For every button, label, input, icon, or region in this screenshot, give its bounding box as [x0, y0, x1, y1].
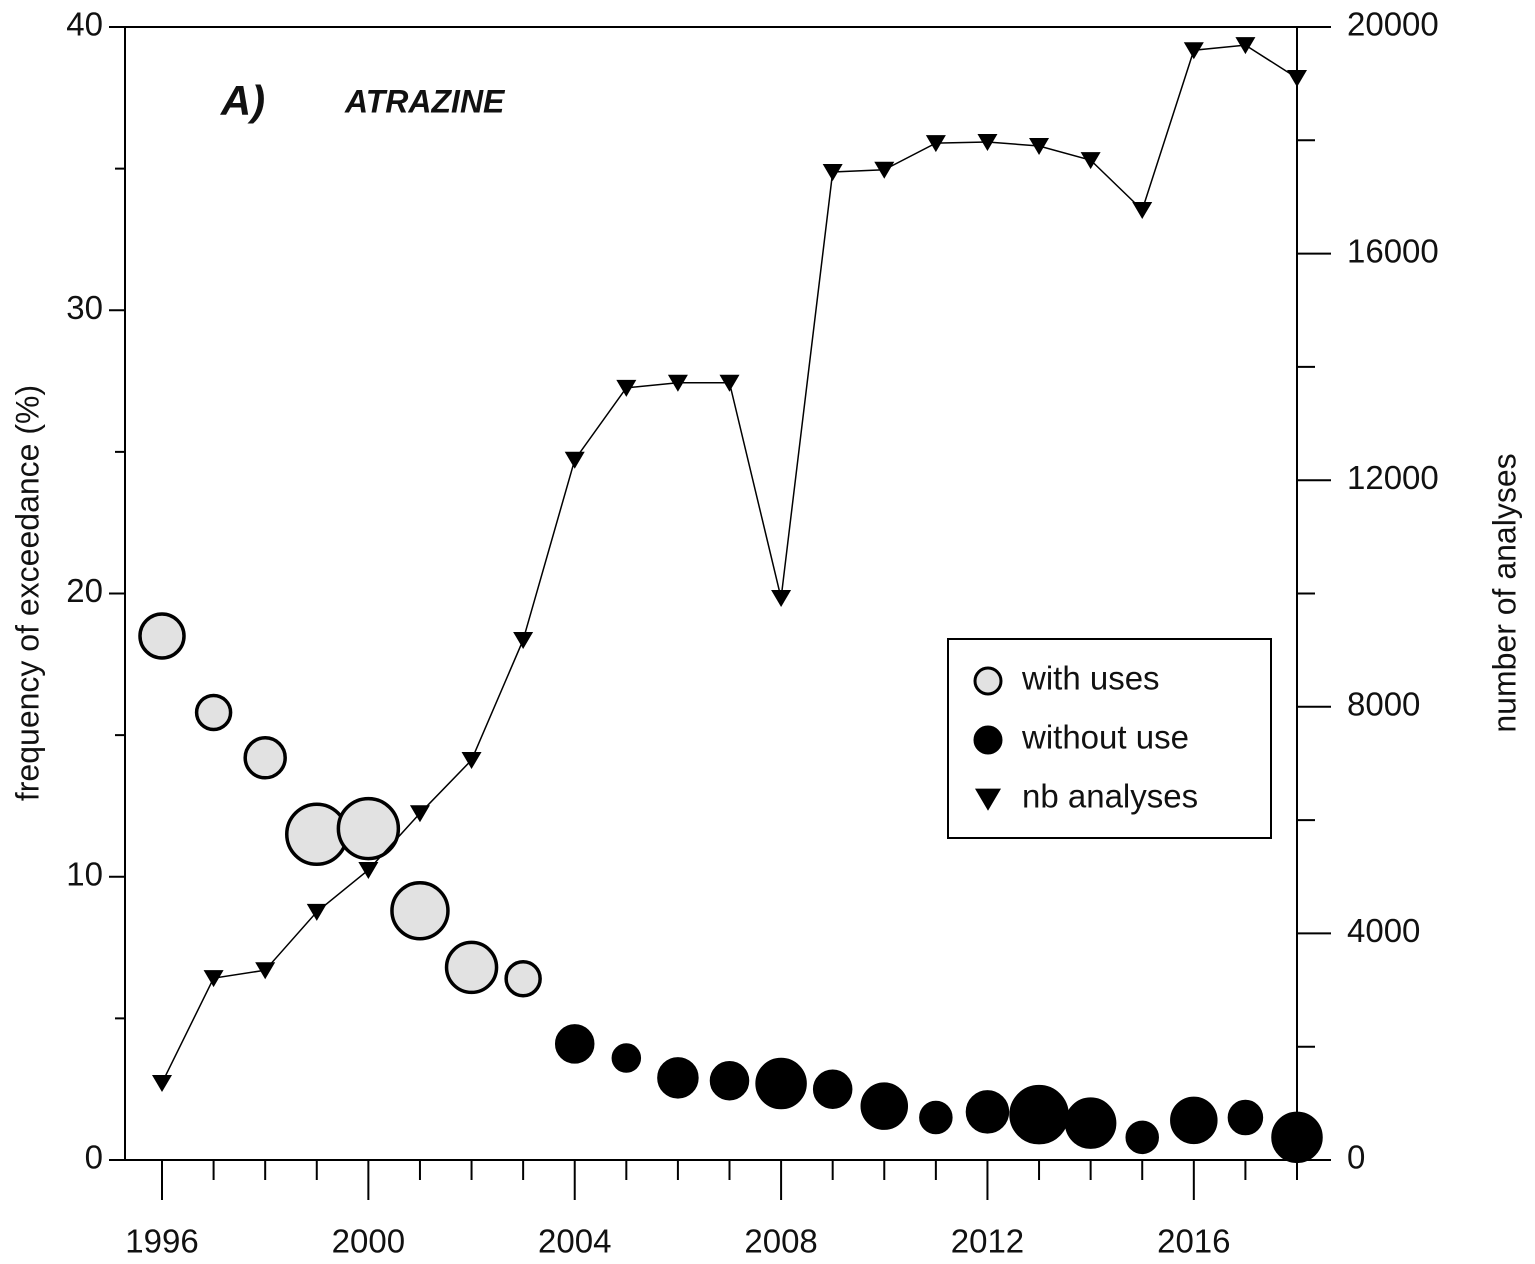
- x-tick-label: 2008: [744, 1223, 817, 1260]
- y2-axis-label: number of analyses: [1486, 453, 1522, 732]
- x-tick-label: 2012: [951, 1223, 1024, 1260]
- triangle-marker: [152, 1074, 172, 1092]
- triangle-marker: [203, 970, 224, 988]
- triangle-marker: [358, 861, 379, 879]
- bubble: [812, 1069, 853, 1109]
- y-tick-label: 20: [66, 572, 103, 609]
- y2-tick-label: 4000: [1347, 912, 1420, 949]
- x-tick-label: 2000: [332, 1223, 405, 1260]
- y-axis-label: frequency of exceedance (%): [9, 385, 45, 801]
- triangle-marker: [564, 451, 585, 469]
- bubble: [390, 880, 450, 941]
- y-tick-label: 10: [66, 855, 103, 892]
- y2-tick-label: 20000: [1347, 6, 1439, 43]
- y-tick-label: 0: [85, 1139, 103, 1176]
- triangle-marker: [1080, 152, 1101, 170]
- triangle-marker: [925, 135, 946, 153]
- triangle-marker: [977, 133, 998, 151]
- triangle-marker: [874, 161, 895, 179]
- plot-frame: [124, 26, 1298, 1161]
- bubble: [1125, 1120, 1159, 1155]
- triangle-marker: [461, 752, 482, 770]
- bubble: [1009, 1084, 1069, 1145]
- legend-marker: [973, 666, 1003, 696]
- x-tick-label: 1996: [125, 1223, 198, 1260]
- bubble: [657, 1057, 699, 1099]
- bubble: [755, 1057, 807, 1110]
- triangle-marker: [667, 374, 688, 392]
- bubble: [709, 1060, 750, 1101]
- bubble: [243, 736, 287, 780]
- bubble: [336, 796, 401, 861]
- y-tick-label: 30: [66, 289, 103, 326]
- triangle-marker: [255, 962, 276, 980]
- y2-tick-label: 0: [1347, 1139, 1365, 1176]
- triangle-marker: [1235, 37, 1256, 55]
- legend-label: with uses: [1021, 660, 1160, 697]
- bubble: [860, 1082, 909, 1130]
- triangle-marker: [1183, 42, 1204, 60]
- bubble: [554, 1024, 595, 1064]
- triangle-marker: [1029, 137, 1050, 155]
- bubble: [1227, 1099, 1264, 1136]
- triangle-marker: [771, 590, 792, 608]
- triangle-marker: [719, 374, 740, 392]
- triangle-marker: [409, 805, 430, 823]
- chart-title: ATRAZINE: [344, 83, 506, 119]
- bubble: [965, 1090, 1010, 1134]
- bubble: [444, 940, 499, 995]
- bubble: [194, 693, 233, 732]
- panel-label: A): [220, 77, 265, 124]
- triangle-marker: [822, 164, 843, 182]
- bubble: [1170, 1096, 1218, 1145]
- y2-tick-label: 16000: [1347, 232, 1439, 269]
- x-tick-label: 2016: [1157, 1223, 1230, 1260]
- legend-label: without use: [1021, 719, 1189, 756]
- triangle-marker: [1132, 201, 1153, 219]
- bubble: [919, 1100, 953, 1135]
- triangle-marker: [513, 631, 534, 649]
- legend-marker: [973, 725, 1003, 755]
- bubble: [1064, 1097, 1117, 1149]
- bubble: [611, 1043, 642, 1073]
- series-line: [161, 44, 1298, 1084]
- y2-tick-label: 12000: [1347, 459, 1439, 496]
- bubble: [138, 612, 186, 660]
- y-tick-label: 40: [66, 6, 103, 43]
- triangle-marker: [306, 903, 327, 921]
- y2-tick-label: 8000: [1347, 686, 1420, 723]
- x-tick-label: 2004: [538, 1223, 611, 1260]
- triangle-marker: [616, 379, 637, 397]
- bubble: [1271, 1111, 1323, 1164]
- bubble: [504, 959, 542, 998]
- legend-label: nb analyses: [1022, 778, 1198, 815]
- legend-marker: [975, 788, 1001, 811]
- triangle-marker: [1287, 69, 1307, 87]
